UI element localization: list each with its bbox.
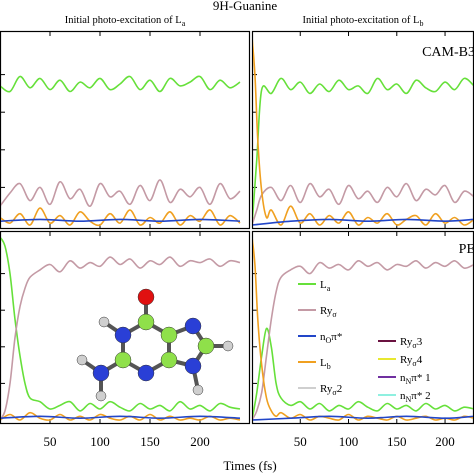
legend-entry-Ry_sigma: Ryσ <box>298 305 337 319</box>
column-title-subscript: b <box>419 19 423 28</box>
legend-label: nNπ* 2 <box>400 390 431 404</box>
series-line-Ry_sigma <box>253 182 473 225</box>
series-line-Lb <box>1 207 241 227</box>
legend-entry-nN_pi2: nNπ* 2 <box>378 390 431 404</box>
molecule-atom-N <box>137 364 155 382</box>
legend-label: La <box>320 279 331 293</box>
x-tick-label: 200 <box>435 434 455 449</box>
molecule-atom-C <box>114 351 132 369</box>
x-tick-label: 150 <box>140 434 160 449</box>
x-tick-label: 100 <box>339 434 359 449</box>
panel-bottom-left: 50 100 150 200 <box>0 230 251 449</box>
legend-label: Ryσ2 <box>320 383 342 397</box>
legend-entry-Ry_sigma2: Ryσ2 <box>298 383 342 397</box>
panel-frame <box>251 30 474 230</box>
legend-label: Ryσ <box>320 305 337 319</box>
guanine-molecule-drawing <box>76 288 234 402</box>
legend-label: Ryσ4 <box>400 354 423 368</box>
figure-title: 9H-Guanine <box>213 0 277 13</box>
molecule-atom-N <box>184 357 202 375</box>
panel-frame <box>0 30 251 230</box>
column-title-subscript: a <box>182 19 186 28</box>
series-group <box>1 237 241 421</box>
x-tick-label: 150 <box>387 434 407 449</box>
series-line-La <box>253 77 473 223</box>
legend-entry-nO_pi: nOπ* <box>298 331 342 345</box>
legend-label: nNπ* 1 <box>400 372 431 386</box>
series-group <box>1 75 241 227</box>
series-line-La <box>1 75 241 93</box>
x-tick-label: 50 <box>294 434 307 449</box>
series-line-nO_pi <box>253 415 473 421</box>
x-tick-label: 100 <box>90 434 110 449</box>
molecule-atom-N <box>184 317 202 335</box>
column-title: Initial photo-excitation of Lb <box>303 15 424 28</box>
series-line-nO_pi <box>1 415 241 420</box>
legend-entry-Ry_sigma4: Ryσ4 <box>378 354 423 368</box>
series-line-nO_pi <box>1 218 241 223</box>
series-line-Ry_sigma <box>1 179 241 207</box>
molecule-atom-H <box>98 316 110 328</box>
molecule-atom-C <box>160 351 178 369</box>
molecule-atom-C <box>197 337 215 355</box>
series-line-Ry_sigma <box>253 259 473 420</box>
x-axis-label: Times (fs) <box>223 458 276 473</box>
column-title: Initial photo-excitation of La <box>65 15 186 28</box>
molecule-atom-C <box>160 326 178 344</box>
panel-frame <box>251 230 474 425</box>
series-line-La <box>253 327 473 419</box>
legend-entry-Lb: Lb <box>298 357 331 371</box>
legend-label: nOπ* <box>320 331 342 345</box>
molecule-atom-H <box>95 390 107 402</box>
molecule-atom-H <box>192 384 204 396</box>
series-line-Lb <box>1 411 241 421</box>
series-line-Ry_sigma <box>1 256 241 420</box>
legend-entry-La: La <box>298 279 331 293</box>
legend: La Ryσ nOπ* Lb Ryσ2 Ryσ3 Ryσ4 nNπ* 1 nNπ* 2 <box>298 279 431 404</box>
legend-label: Ryσ3 <box>400 336 423 350</box>
molecule-atom-O <box>137 288 155 306</box>
series-line-La <box>1 237 241 412</box>
method-label: PE <box>459 242 474 257</box>
x-tick-label: 50 <box>44 434 57 449</box>
series-line-Lb <box>253 39 473 226</box>
series-group <box>253 39 473 226</box>
series-group <box>253 238 473 421</box>
molecule-atom-C <box>137 313 155 331</box>
method-label: CAM-B3 <box>422 45 474 60</box>
panel-top-right: Initial photo-excitation of Lb CAM-B3 <box>251 15 474 230</box>
x-tick-label: 200 <box>190 434 210 449</box>
molecule-atom-H <box>76 354 88 366</box>
legend-entry-nN_pi1: nNπ* 1 <box>378 372 431 386</box>
panels-group: Initial photo-excitation of La Initial ph… <box>0 15 474 449</box>
panel-bottom-right: 50 100 150 200 PE <box>251 230 474 449</box>
legend-label: Lb <box>320 357 331 371</box>
molecule-atom-N <box>92 364 110 382</box>
molecule-atom-N <box>114 326 132 344</box>
panel-top-left: Initial photo-excitation of La <box>0 15 251 230</box>
panel-frame <box>0 230 251 425</box>
molecule-atom-H <box>222 340 234 352</box>
series-line-nO_pi <box>253 218 473 226</box>
legend-entry-Ry_sigma3: Ryσ3 <box>378 336 423 350</box>
